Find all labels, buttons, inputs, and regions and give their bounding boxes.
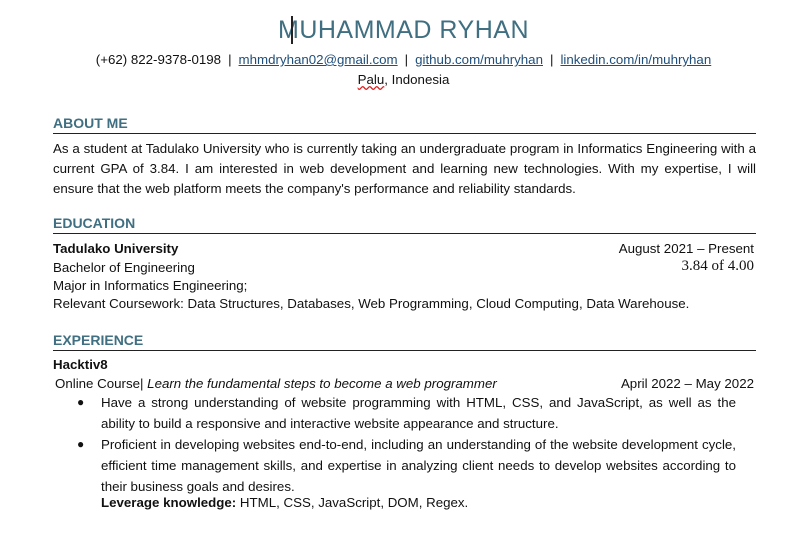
location: Palu, Indonesia <box>0 72 807 87</box>
experience-bullets: ● Have a strong understanding of website … <box>53 392 736 497</box>
major: Major in Informatics Engineering; <box>53 278 248 293</box>
text-cursor <box>291 16 293 44</box>
experience-dates: April 2022 – May 2022 <box>620 376 754 391</box>
role: Online Course <box>55 376 140 391</box>
bullet-text: Proficient in developing websites end-to… <box>101 437 736 494</box>
location-country: , Indonesia <box>384 72 450 87</box>
separator: | <box>228 52 232 67</box>
resume-name: MUHAMMAD RYHAN <box>278 16 529 44</box>
github-link[interactable]: github.com/muhryhan <box>415 52 543 67</box>
phone-number: (+62) 822-9378-0198 <box>95 52 222 67</box>
bullet-icon: ● <box>77 395 85 409</box>
section-title-experience: EXPERIENCE <box>53 332 144 348</box>
role-line: Online Course| Learn the fundamental ste… <box>55 376 756 391</box>
separator: | <box>404 52 409 67</box>
education-dates: August 2021 – Present <box>618 241 754 256</box>
bullet-text: Have a strong understanding of website p… <box>101 395 736 431</box>
separator: | <box>549 52 554 67</box>
section-divider <box>53 133 756 134</box>
degree: Bachelor of Engineering <box>53 260 195 275</box>
leverage-line: Leverage knowledge: HTML, CSS, JavaScrip… <box>101 495 468 510</box>
list-item: ● Have a strong understanding of website … <box>53 392 736 434</box>
gpa: 3.84 of 4.00 <box>681 258 755 274</box>
section-title-education: EDUCATION <box>53 215 136 231</box>
role-description: Learn the fundamental steps to become a … <box>147 376 497 391</box>
section-title-about: ABOUT ME <box>53 115 128 131</box>
section-divider <box>53 350 756 351</box>
role-separator: | <box>140 376 144 391</box>
leverage-text: HTML, CSS, JavaScript, DOM, Regex. <box>236 495 469 510</box>
school-name: Tadulako University <box>53 241 179 256</box>
location-city: Palu <box>357 72 385 87</box>
leverage-label: Leverage knowledge: <box>101 495 237 510</box>
coursework: Relevant Coursework: Data Structures, Da… <box>53 296 690 311</box>
email-link[interactable]: mhmdryhan02@gmail.com <box>238 52 398 67</box>
contact-line: (+62) 822-9378-0198 | mhmdryhan02@gmail.co… <box>0 52 807 67</box>
section-divider <box>53 233 756 234</box>
list-item: ● Proficient in developing websites end-t… <box>53 434 736 497</box>
bullet-icon: ● <box>77 437 85 451</box>
about-text: As a student at Tadulako University who … <box>53 141 756 196</box>
company-name: Hacktiv8 <box>53 357 108 372</box>
linkedin-link[interactable]: linkedin.com/in/muhryhan <box>560 52 712 67</box>
